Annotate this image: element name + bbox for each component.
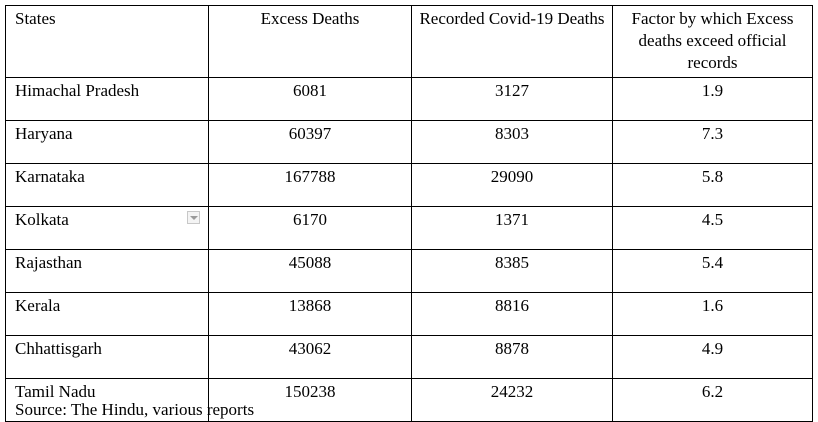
cell-state: Himachal Pradesh: [5, 77, 209, 121]
cell-recorded-deaths: 8303: [411, 120, 613, 164]
cell-state: Chhattisgarh: [5, 335, 209, 379]
cell-factor: 7.3: [612, 120, 813, 164]
table-row: Tamil Nadu 150238 24232 6.2: [5, 378, 813, 422]
table-row: Himachal Pradesh 6081 3127 1.9: [5, 77, 813, 121]
cell-recorded-deaths: 1371: [411, 206, 613, 250]
cell-factor: 4.5: [612, 206, 813, 250]
excess-deaths-table: States Excess Deaths Recorded Covid-19 D…: [5, 5, 813, 422]
cell-excess-deaths: 6081: [208, 77, 412, 121]
header-factor: Factor by which Excess deaths exceed off…: [612, 5, 813, 78]
cell-excess-deaths: 43062: [208, 335, 412, 379]
cell-state: Tamil Nadu: [5, 378, 209, 422]
table-row: Karnataka 167788 29090 5.8: [5, 163, 813, 207]
cell-factor: 1.6: [612, 292, 813, 336]
header-recorded-deaths: Recorded Covid-19 Deaths: [411, 5, 613, 78]
cell-excess-deaths: 167788: [208, 163, 412, 207]
source-note: Source: The Hindu, various reports: [15, 400, 255, 419]
header-excess-deaths: Excess Deaths: [208, 5, 412, 78]
cell-excess-deaths: 6170: [208, 206, 412, 250]
header-states: States: [5, 5, 209, 78]
cell-factor: 5.8: [612, 163, 813, 207]
cell-recorded-deaths: 24232: [411, 378, 613, 422]
cell-state-label: Kolkata: [15, 210, 69, 229]
cell-factor: 1.9: [612, 77, 813, 121]
cell-recorded-deaths: 8878: [411, 335, 613, 379]
cell-recorded-deaths: 8385: [411, 249, 613, 293]
cell-excess-deaths: 13868: [208, 292, 412, 336]
chevron-down-icon[interactable]: [187, 211, 200, 224]
cell-state: Karnataka: [5, 163, 209, 207]
table-row: Haryana 60397 8303 7.3: [5, 120, 813, 164]
table-header-row: States Excess Deaths Recorded Covid-19 D…: [5, 5, 813, 78]
cell-excess-deaths: 60397: [208, 120, 412, 164]
cell-excess-deaths: 45088: [208, 249, 412, 293]
cell-factor: 6.2: [612, 378, 813, 422]
cell-factor: 4.9: [612, 335, 813, 379]
cell-recorded-deaths: 3127: [411, 77, 613, 121]
cell-state: Kolkata: [5, 206, 209, 250]
cell-state: Rajasthan: [5, 249, 209, 293]
table-row: Chhattisgarh 43062 8878 4.9: [5, 335, 813, 379]
cell-state: Kerala: [5, 292, 209, 336]
table-row: Kolkata 6170 1371 4.5: [5, 206, 813, 250]
cell-recorded-deaths: 8816: [411, 292, 613, 336]
cell-excess-deaths: 150238: [208, 378, 412, 422]
cell-state: Haryana: [5, 120, 209, 164]
table-row: Kerala 13868 8816 1.6: [5, 292, 813, 336]
cell-factor: 5.4: [612, 249, 813, 293]
table-row: Rajasthan 45088 8385 5.4: [5, 249, 813, 293]
cell-recorded-deaths: 29090: [411, 163, 613, 207]
